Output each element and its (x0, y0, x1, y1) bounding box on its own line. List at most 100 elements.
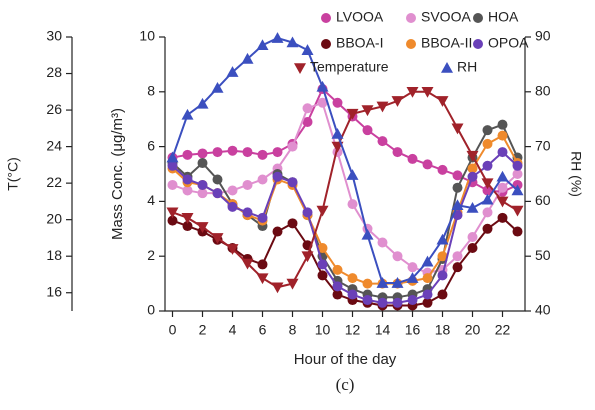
point (317, 270, 328, 281)
y3-tick-label: 28 (46, 64, 62, 80)
point (167, 179, 178, 190)
point (212, 147, 223, 158)
x-tick-label: 14 (375, 322, 391, 338)
point (197, 188, 208, 199)
point (376, 277, 389, 288)
point (512, 169, 523, 179)
point (167, 160, 178, 171)
y-tick-label: 4 (147, 192, 155, 208)
series-line (172, 216, 519, 307)
point (497, 147, 508, 158)
point (482, 185, 493, 196)
point (167, 215, 178, 226)
y-tick-label: 0 (147, 302, 155, 318)
point (181, 213, 194, 224)
y-tick-label: 8 (147, 83, 155, 99)
point (226, 66, 239, 77)
legend-label: LVOOA (336, 9, 384, 25)
point (421, 87, 434, 98)
point (496, 196, 509, 208)
point (287, 218, 298, 229)
y2-tick-label: 70 (535, 137, 551, 153)
point (182, 221, 193, 232)
point (332, 281, 343, 292)
x-tick-label: 20 (465, 322, 481, 338)
point (271, 282, 284, 294)
legend-label: Temperature (310, 59, 389, 75)
point (406, 272, 419, 283)
point (451, 199, 464, 211)
point (482, 125, 493, 136)
axis-line (164, 37, 526, 312)
point (346, 108, 359, 120)
y-tick-label: 2 (147, 247, 155, 263)
y3-tick-label: 18 (46, 247, 62, 263)
point (361, 105, 374, 117)
point (422, 159, 433, 170)
legend-label: RH (457, 59, 477, 75)
point (422, 297, 433, 308)
point (287, 141, 298, 152)
point (226, 244, 239, 255)
y2-tick-label: 40 (535, 302, 551, 318)
point (302, 116, 313, 127)
point (197, 158, 208, 169)
y3-axis-title: T(°C) (5, 157, 21, 191)
legend-marker (406, 13, 416, 23)
point (227, 185, 238, 196)
point (347, 289, 358, 300)
y3-tick-label: 24 (46, 137, 62, 153)
legend-label: BBOA-I (336, 35, 383, 51)
point (436, 233, 449, 245)
point (317, 259, 328, 270)
point (407, 153, 418, 164)
legend-label: SVOOA (421, 9, 471, 25)
point (437, 270, 448, 281)
point (317, 97, 328, 108)
point (257, 149, 268, 160)
point (361, 228, 374, 240)
point (347, 273, 358, 284)
point (467, 163, 478, 174)
point (272, 147, 283, 158)
y2-tick-label: 50 (535, 247, 551, 263)
point (482, 223, 493, 234)
x-tick-label: 6 (259, 322, 267, 338)
point (452, 251, 463, 262)
point (451, 123, 464, 135)
point (182, 149, 193, 160)
series-line (171, 134, 519, 285)
point (286, 278, 299, 290)
point (332, 289, 343, 300)
x-tick-label: 16 (405, 322, 421, 338)
legend-marker (321, 39, 331, 49)
point (377, 136, 388, 147)
y3-tick-label: 30 (46, 28, 62, 44)
point (196, 97, 209, 109)
point (197, 148, 208, 159)
point (481, 178, 494, 190)
point (421, 255, 434, 267)
y2-tick-label: 60 (535, 192, 551, 208)
point (256, 39, 269, 51)
x-tick-label: 22 (495, 322, 511, 338)
point (422, 273, 433, 284)
point (211, 81, 224, 93)
point (331, 127, 344, 139)
x-tick-label: 10 (315, 322, 331, 338)
point (512, 160, 523, 171)
point (241, 258, 254, 270)
point (212, 174, 223, 185)
point (482, 160, 493, 171)
point (376, 101, 389, 113)
point (466, 201, 479, 213)
y3-tick-label: 16 (46, 283, 62, 299)
point (467, 232, 478, 243)
point (227, 201, 238, 212)
point (302, 207, 313, 218)
point (437, 164, 448, 175)
point (212, 188, 223, 199)
point (196, 222, 209, 233)
point (197, 179, 208, 190)
